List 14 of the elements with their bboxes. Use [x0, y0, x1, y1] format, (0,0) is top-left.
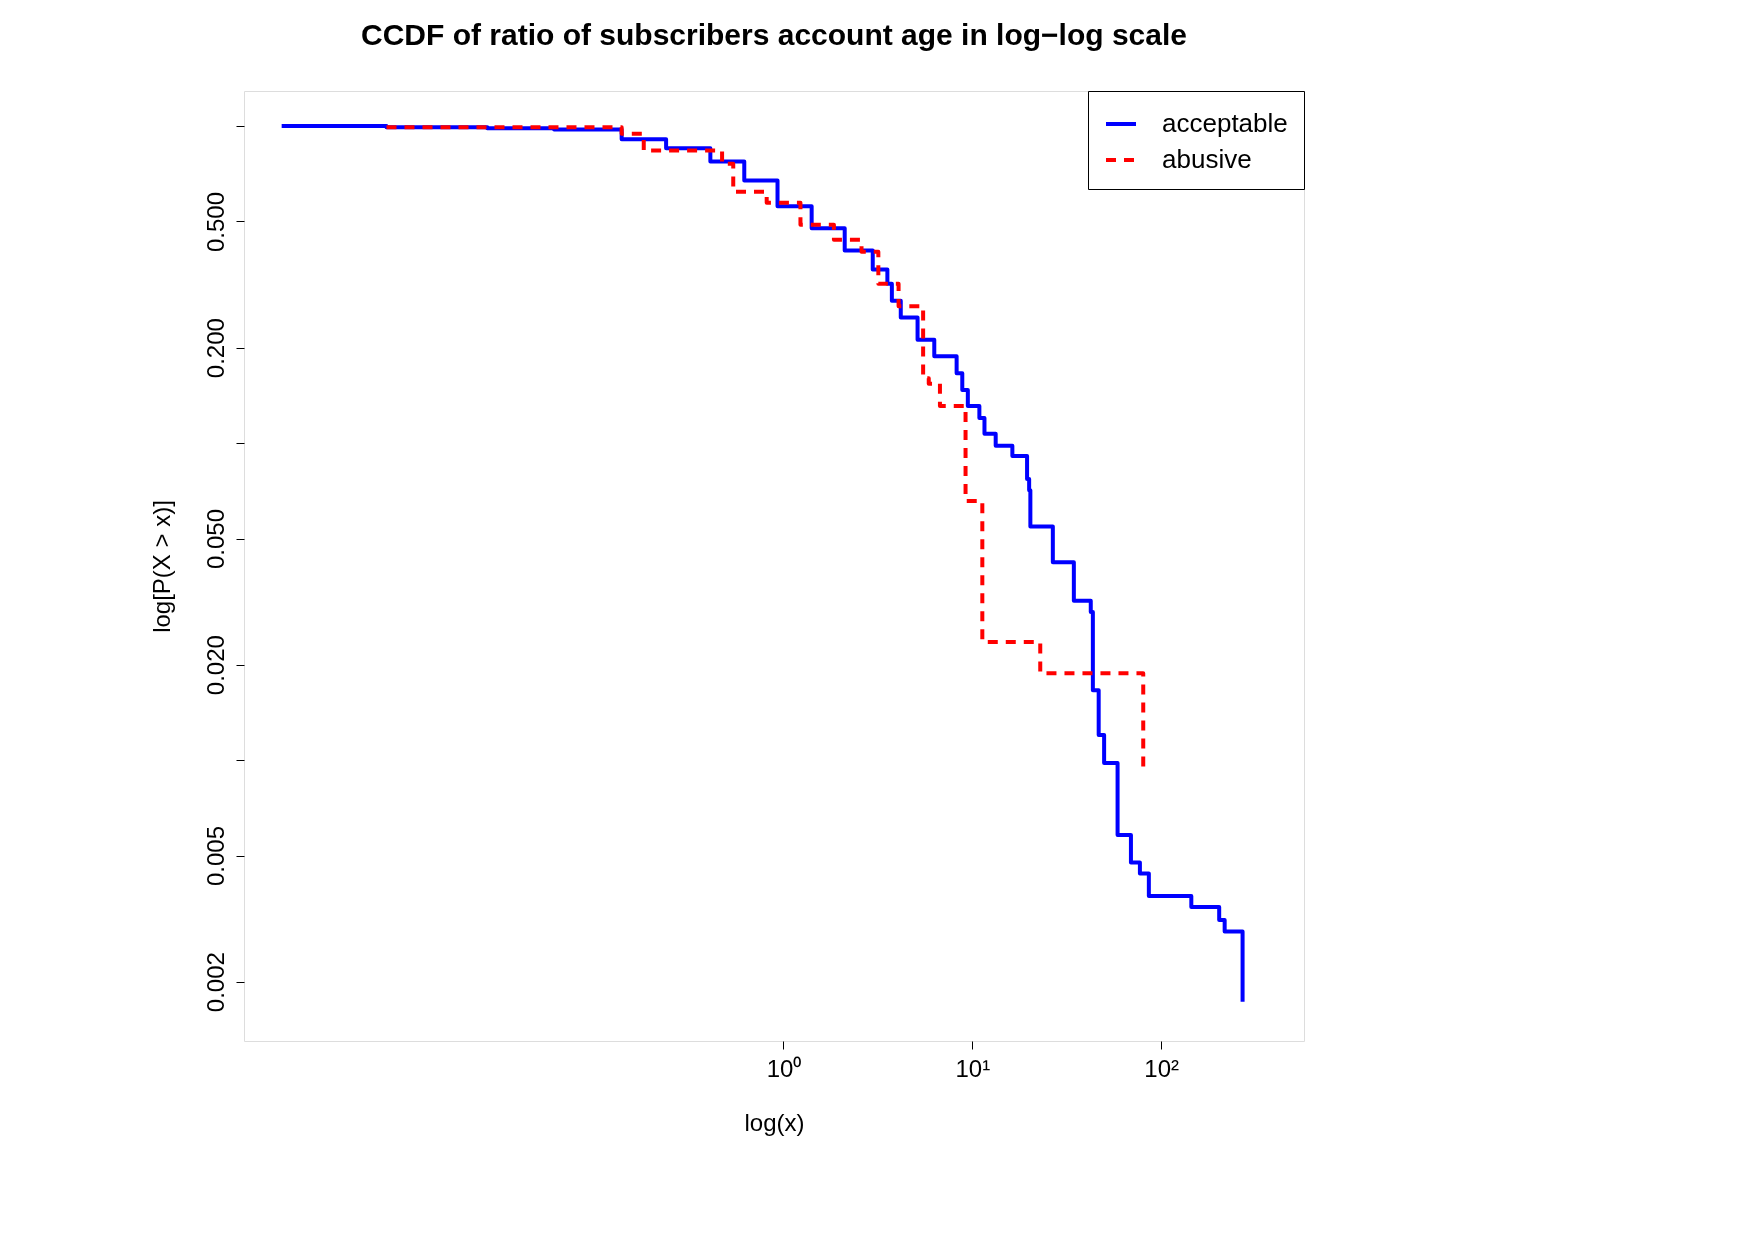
y-tick-label: 0.005	[201, 826, 229, 887]
y-tick-label: 0.020	[201, 635, 229, 696]
x-tick-label: 10²	[1144, 1054, 1179, 1082]
y-tick-label: 0.050	[201, 508, 229, 570]
y-tick-label: 0.002	[201, 952, 229, 1013]
y-tick-label: 0.500	[201, 191, 229, 253]
y-tick-label: 0.200	[201, 318, 229, 379]
legend-label: abusive	[1162, 144, 1252, 174]
y-axis-title: log[P(X > x)]	[147, 500, 175, 633]
x-tick-label: 10¹	[955, 1054, 991, 1082]
x-axis-title: log(x)	[744, 1108, 805, 1136]
x-tick-label: 10⁰	[766, 1054, 802, 1082]
legend-label: acceptable	[1162, 108, 1288, 138]
chart-title: CCDF of ratio of subscribers account age in log−log scale	[361, 17, 1187, 51]
